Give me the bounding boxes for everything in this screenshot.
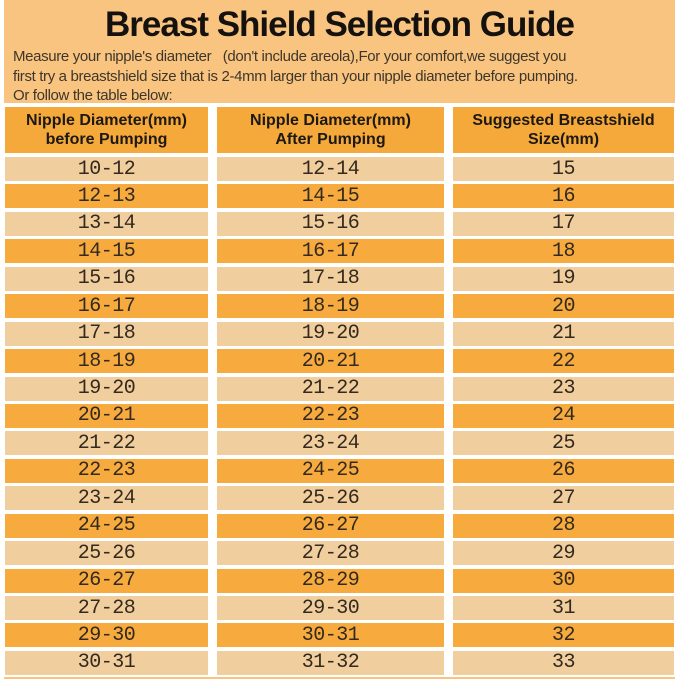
intro-line: first try a breastshield size that is 2-… <box>13 67 578 85</box>
cell-before-pumping: 17-18 <box>5 321 208 346</box>
cell-after-pumping: 12-14 <box>217 157 444 181</box>
column-header: Nipple Diameter(mm) before Pumping <box>5 107 208 153</box>
cell-after-pumping: 20-21 <box>217 349 444 374</box>
cell-suggested-size: 23 <box>453 376 674 401</box>
cell-suggested-size: 15 <box>453 157 674 181</box>
cell-after-pumping: 17-18 <box>217 266 444 291</box>
cell-suggested-size: 21 <box>453 321 674 346</box>
cell-before-pumping: 14-15 <box>5 239 208 264</box>
cell-suggested-size: 24 <box>453 403 674 428</box>
page-title: Breast Shield Selection Guide <box>105 5 575 44</box>
cell-after-pumping: 28-29 <box>217 568 444 593</box>
cell-suggested-size: 17 <box>453 211 674 236</box>
cell-suggested-size: 29 <box>453 541 674 566</box>
cell-suggested-size: 20 <box>453 294 674 319</box>
cell-suggested-size: 32 <box>453 623 674 648</box>
cell-suggested-size: 33 <box>453 650 674 675</box>
cell-after-pumping: 21-22 <box>217 376 444 401</box>
cell-before-pumping: 29-30 <box>5 623 208 648</box>
table-header-row: Nipple Diameter(mm) before Pumping Nipple… <box>5 107 674 153</box>
cell-before-pumping: 18-19 <box>5 349 208 374</box>
cell-after-pumping: 22-23 <box>217 403 444 428</box>
cell-after-pumping: 15-16 <box>217 211 444 236</box>
cell-before-pumping: 19-20 <box>5 376 208 401</box>
cell-before-pumping: 25-26 <box>5 541 208 566</box>
cell-before-pumping: 15-16 <box>5 266 208 291</box>
cell-suggested-size: 16 <box>453 184 674 209</box>
cell-before-pumping: 13-14 <box>5 211 208 236</box>
cell-after-pumping: 29-30 <box>217 596 444 620</box>
cell-before-pumping: 24-25 <box>5 513 208 538</box>
cell-suggested-size: 31 <box>453 596 674 620</box>
cell-after-pumping: 14-15 <box>217 184 444 209</box>
cell-suggested-size: 28 <box>453 513 674 538</box>
cell-before-pumping: 16-17 <box>5 294 208 319</box>
cell-before-pumping: 21-22 <box>5 431 208 456</box>
cell-before-pumping: 30-31 <box>5 650 208 675</box>
cell-suggested-size: 27 <box>453 486 674 511</box>
cell-after-pumping: 16-17 <box>217 239 444 264</box>
cell-after-pumping: 30-31 <box>217 623 444 648</box>
cell-after-pumping: 23-24 <box>217 431 444 456</box>
column-header: Nipple Diameter(mm) After Pumping <box>217 107 444 153</box>
cell-before-pumping: 12-13 <box>5 184 208 209</box>
cell-suggested-size: 18 <box>453 239 674 264</box>
cell-after-pumping: 31-32 <box>217 650 444 675</box>
cell-before-pumping: 27-28 <box>5 596 208 620</box>
cell-before-pumping: 20-21 <box>5 403 208 428</box>
cell-after-pumping: 24-25 <box>217 458 444 483</box>
cell-suggested-size: 30 <box>453 568 674 593</box>
cell-after-pumping: 27-28 <box>217 541 444 566</box>
cell-before-pumping: 22-23 <box>5 458 208 483</box>
column-header: Suggested Breastshield Size(mm) <box>453 107 674 153</box>
cell-before-pumping: 10-12 <box>5 157 208 181</box>
intro-text: Measure your nipple's diameter (don't in… <box>13 47 675 106</box>
intro-line: Measure your nipple's diameter (don't in… <box>13 48 567 65</box>
cell-suggested-size: 19 <box>453 266 674 291</box>
cell-before-pumping: 23-24 <box>5 486 208 511</box>
table-body: 10-12 12-14 15 12-13 14-15 16 13-14 15-16 17 14-1… <box>5 157 674 675</box>
size-guide-table: Nipple Diameter(mm) before Pumping Nipple… <box>0 103 679 677</box>
cell-suggested-size: 22 <box>453 349 674 374</box>
cell-after-pumping: 26-27 <box>217 513 444 538</box>
cell-after-pumping: 18-19 <box>217 294 444 319</box>
cell-before-pumping: 26-27 <box>5 568 208 593</box>
cell-suggested-size: 26 <box>453 458 674 483</box>
cell-after-pumping: 19-20 <box>217 321 444 346</box>
intro-line: Or follow the table below: <box>13 87 173 104</box>
cell-suggested-size: 25 <box>453 431 674 456</box>
cell-after-pumping: 25-26 <box>217 486 444 511</box>
